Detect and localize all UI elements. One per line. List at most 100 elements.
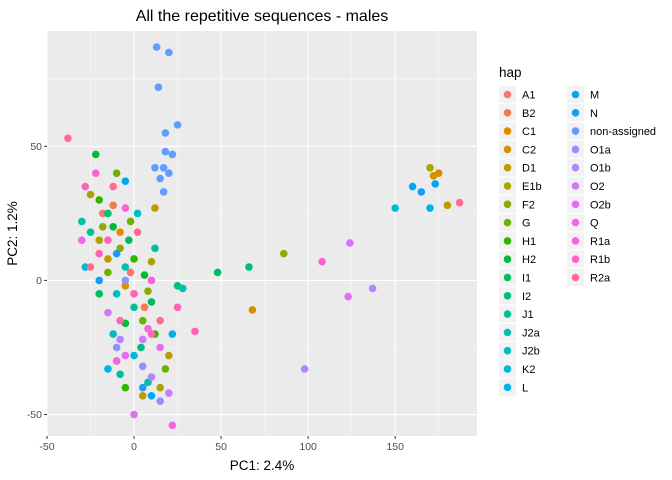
legend-label: non-assigned (590, 126, 656, 138)
data-point (104, 308, 112, 317)
x-axis-title: PC1: 2.4% (230, 458, 295, 473)
data-point (109, 222, 117, 231)
legend-label: O2 (590, 181, 605, 193)
data-point (161, 147, 170, 156)
legend-swatch (571, 90, 580, 99)
data-point (178, 284, 187, 293)
data-point (104, 268, 112, 277)
legend-swatch (571, 218, 580, 227)
data-point (109, 201, 117, 210)
legend-label: O1a (590, 144, 612, 156)
legend-swatch (571, 200, 580, 209)
legend-label: J2a (522, 327, 541, 339)
data-point (112, 343, 121, 352)
legend-label: I1 (522, 273, 531, 285)
legend-swatch (503, 255, 512, 263)
legend-swatch (571, 237, 580, 245)
legend-swatch (503, 182, 512, 190)
data-point (165, 48, 173, 57)
data-point (318, 257, 326, 266)
legend-label: J1 (522, 309, 534, 321)
legend-title: hap (499, 65, 522, 80)
data-point (98, 222, 107, 231)
chart-title: All the repetitive sequences - males (136, 8, 389, 25)
data-point (138, 383, 147, 392)
legend-swatch (571, 127, 580, 135)
data-point (86, 228, 95, 236)
legend-swatch (571, 163, 580, 172)
data-point (161, 129, 170, 137)
legend-label: E1b (522, 181, 542, 193)
legend-swatch (503, 292, 512, 300)
data-point (165, 389, 173, 397)
data-point (443, 201, 452, 210)
data-point (156, 397, 164, 405)
data-point (64, 134, 72, 143)
data-point (104, 365, 112, 373)
legend-label: C2 (522, 144, 536, 156)
legend-swatch (503, 273, 512, 282)
data-point (121, 276, 130, 285)
data-point (86, 263, 95, 271)
legend-label: C1 (522, 126, 536, 138)
legend-label: K2 (522, 364, 535, 376)
data-point (156, 316, 164, 325)
data-point (156, 343, 164, 352)
legend-label: Q (590, 218, 599, 230)
data-point (344, 292, 352, 301)
data-point (140, 271, 149, 279)
data-point (147, 276, 156, 285)
data-point (245, 263, 253, 271)
x-tick-label: 50 (215, 441, 227, 453)
legend-label: M (590, 90, 599, 102)
legend-label: F2 (522, 199, 535, 211)
legend-swatch (503, 310, 512, 318)
data-point (130, 410, 138, 419)
data-point (95, 276, 104, 285)
data-point (173, 303, 182, 312)
data-point (91, 150, 100, 159)
plot-panel (47, 31, 477, 436)
data-point (125, 236, 133, 245)
data-point (126, 268, 135, 277)
legend-label: O2b (590, 199, 611, 211)
data-point (130, 290, 138, 298)
data-point (130, 351, 138, 360)
x-tick-label: 0 (131, 441, 137, 453)
data-point (426, 204, 434, 212)
legend-swatch (503, 127, 512, 135)
legend-label: J2b (522, 346, 540, 358)
data-point (78, 236, 86, 245)
data-point (165, 169, 173, 177)
legend-label: R1a (590, 236, 611, 248)
legend-swatch (503, 90, 512, 99)
legend: hap A1 B2 C1 C2 D1 E1b F2 G H1 H2 I1 I2 J1 J2a J2b K2 L M… (499, 65, 656, 396)
data-point (104, 255, 112, 263)
data-point (130, 303, 138, 312)
data-point (81, 182, 90, 191)
data-point (91, 169, 100, 177)
legend-swatch (503, 145, 512, 154)
x-tick-label: 100 (299, 441, 317, 453)
data-point (133, 228, 142, 236)
legend-swatch (503, 237, 512, 245)
data-point (144, 287, 152, 295)
data-point (112, 169, 121, 177)
data-point (417, 188, 426, 196)
data-point (140, 303, 149, 312)
legend-swatch (571, 182, 580, 190)
data-point (159, 163, 168, 172)
data-point (116, 316, 124, 325)
data-point (368, 284, 377, 293)
legend-swatch (503, 365, 512, 373)
data-point (138, 362, 147, 371)
data-point (144, 378, 152, 387)
data-point (121, 383, 130, 392)
data-point (431, 180, 440, 188)
data-point (408, 182, 417, 191)
data-point (159, 188, 168, 196)
legend-label: O1b (590, 163, 611, 175)
data-point (116, 228, 124, 236)
legend-label: H1 (522, 236, 536, 248)
